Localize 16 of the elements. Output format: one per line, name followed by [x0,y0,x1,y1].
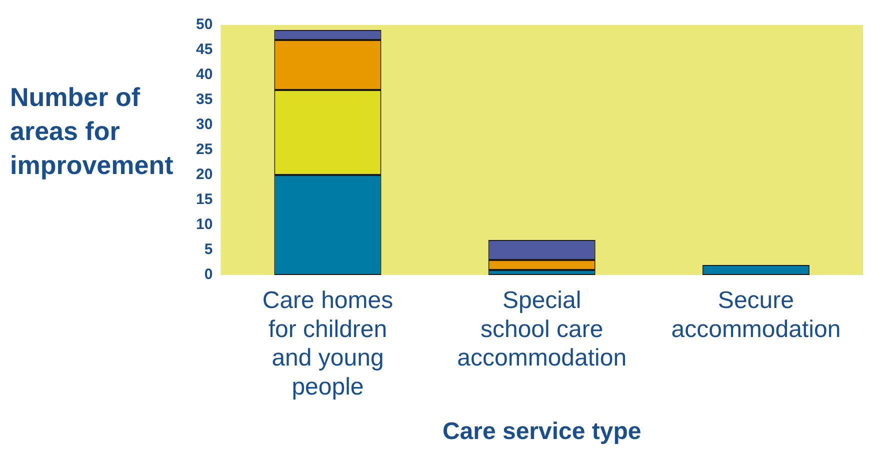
y-tick-label: 5 [204,241,213,258]
x-tick-label: Care homes for children and young people [262,287,394,400]
y-tick-label: 10 [196,216,213,234]
y-tick-label: 35 [196,91,213,108]
y-tick-label: 15 [196,191,213,208]
y-tick-label: 0 [204,266,213,284]
y-tick-label: 25 [196,141,213,158]
y-tick-label: 45 [196,41,213,58]
y-tick-label: 50 [196,16,213,34]
y-tick-label: 30 [196,116,213,134]
x-tick-label: Secure accommodation [671,287,841,343]
y-tick-label: 20 [196,166,213,184]
x-axis-title: Care service type [442,418,642,446]
y-tick-label: 40 [196,66,213,84]
x-tick-label: Special school care accommodation [457,287,627,372]
y-axis-title: Number of areas for improvement [9,81,174,182]
